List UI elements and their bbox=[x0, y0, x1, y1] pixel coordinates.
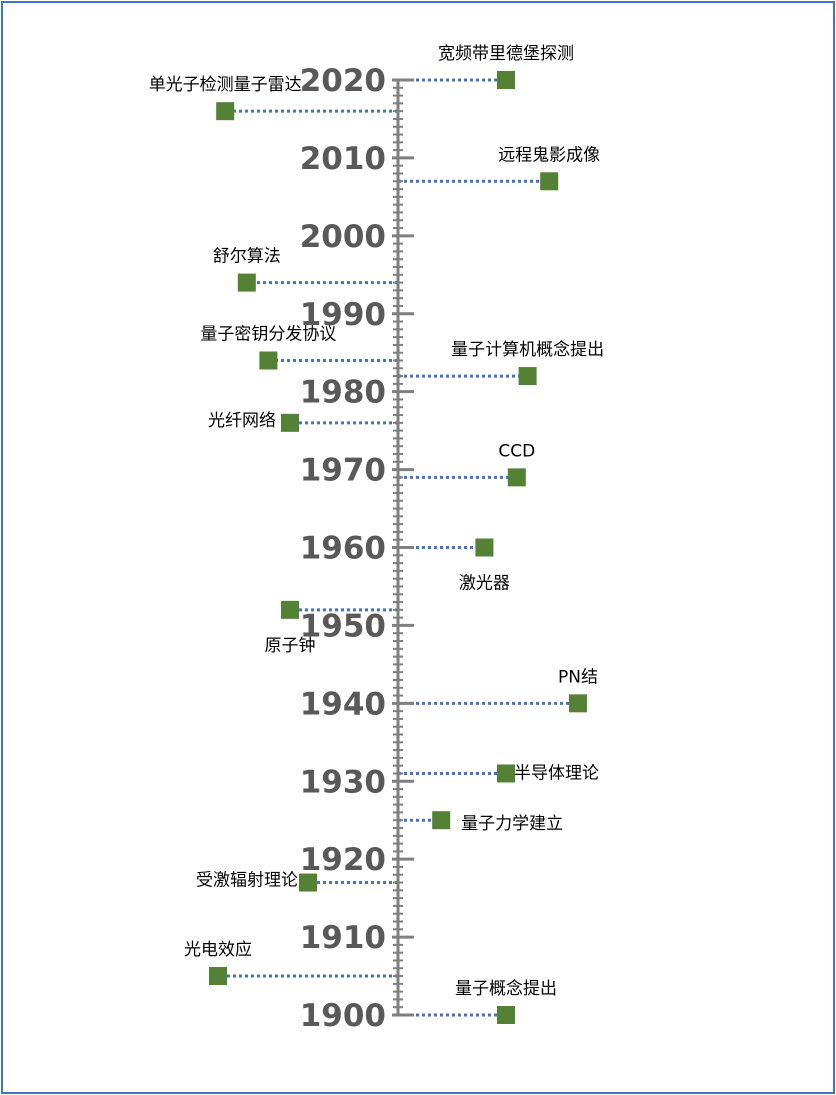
event-marker bbox=[569, 694, 587, 713]
year-tick-label: 1940 bbox=[300, 686, 386, 722]
event-label: 舒尔算法 bbox=[213, 247, 281, 267]
year-tick-label: 2020 bbox=[300, 63, 386, 99]
event-marker bbox=[209, 967, 227, 986]
year-tick-label: 1930 bbox=[300, 764, 386, 800]
event-marker bbox=[518, 367, 537, 386]
event-label: 量子力学建立 bbox=[461, 814, 563, 834]
connector-layer bbox=[218, 78, 578, 1017]
event-marker bbox=[299, 873, 317, 892]
event-label: 半导体理论 bbox=[514, 763, 599, 783]
event-marker bbox=[432, 811, 451, 830]
year-tick-label: 1950 bbox=[300, 608, 386, 644]
year-tick-label: 1960 bbox=[300, 531, 386, 567]
year-tick-label: 1900 bbox=[300, 998, 386, 1034]
event-label: 量子概念提出 bbox=[455, 978, 557, 999]
year-tick-label: 1920 bbox=[300, 842, 386, 878]
event-marker bbox=[540, 172, 559, 191]
event-marker bbox=[259, 351, 278, 370]
year-tick-label: 1980 bbox=[300, 375, 386, 411]
event-marker bbox=[475, 538, 494, 557]
event-label: 量子计算机概念提出 bbox=[451, 339, 604, 360]
event-label: 原子钟 bbox=[265, 636, 316, 656]
event-label: 宽频带里德堡探测 bbox=[438, 44, 574, 64]
event-marker bbox=[507, 468, 526, 487]
year-tick-label: 1910 bbox=[300, 920, 386, 956]
year-tick-label: 2010 bbox=[300, 141, 386, 177]
marker-layer bbox=[209, 71, 587, 1024]
event-label: CCD bbox=[498, 441, 535, 461]
event-label: 光电效应 bbox=[184, 940, 252, 960]
event-label: 远程鬼影成像 bbox=[498, 145, 600, 165]
label-layer: 量子概念提出 光电效应 受激辐射理论 量子力学建立 半导体理论 PN结 原子钟 激光器 CCD 光… bbox=[149, 44, 604, 999]
event-marker bbox=[281, 413, 299, 432]
event-marker bbox=[497, 1006, 515, 1024]
event-label: 受激辐射理论 bbox=[196, 871, 298, 891]
event-marker bbox=[497, 71, 515, 89]
year-tick-label: 2000 bbox=[300, 219, 386, 255]
event-marker bbox=[216, 102, 235, 121]
event-marker bbox=[281, 600, 299, 619]
event-label: 光纤网络 bbox=[208, 411, 276, 431]
event-label: 量子密钥分发协议 bbox=[200, 325, 336, 345]
year-axis: 1900 1910 1920 1930 1940 1950 1960 1970 1980 1990… bbox=[300, 63, 414, 1034]
year-tick-label: 1970 bbox=[300, 453, 386, 489]
event-marker bbox=[237, 273, 256, 292]
event-label: PN结 bbox=[558, 667, 598, 687]
event-label: 激光器 bbox=[459, 574, 510, 594]
event-label: 单光子检测量子雷达 bbox=[149, 75, 302, 95]
year-tick-label: 1990 bbox=[300, 297, 386, 333]
event-marker bbox=[497, 764, 515, 783]
